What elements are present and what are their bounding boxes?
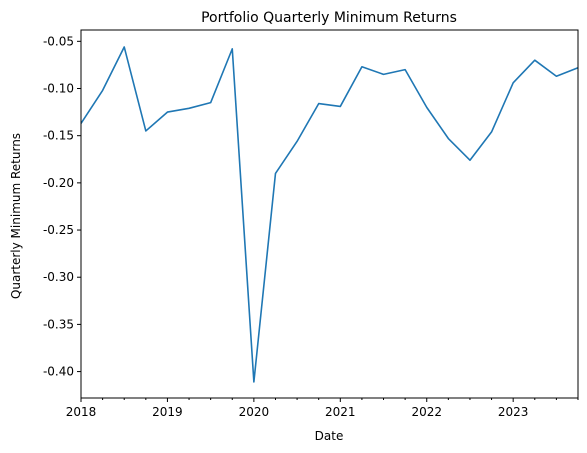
x-tick-label: 2018 [66,405,97,419]
y-tick-label: -0.35 [43,317,74,331]
y-tick-label: -0.40 [43,365,74,379]
series-line [80,46,579,383]
x-tick-label: 2021 [325,405,356,419]
y-tick-label: -0.30 [43,270,74,284]
y-tick-label: -0.10 [43,82,74,96]
series-line-layer [80,46,579,383]
plot-frame [80,29,579,399]
x-axis-label: Date [315,429,344,443]
y-axis: -0.40 -0.35 -0.30 -0.25 -0.20 -0.15 -0.10 -0.05 [43,34,81,379]
x-tick-label: 2019 [152,405,183,419]
chart-title: Portfolio Quarterly Minimum Returns [201,10,457,26]
y-axis-label: Quarterly Minimum Returns [9,133,23,299]
y-tick-label: -0.20 [43,176,74,190]
y-tick-label: -0.25 [43,223,74,237]
x-tick-label: 2020 [239,405,270,419]
x-tick-label: 2022 [411,405,442,419]
y-tick-label: -0.05 [43,34,74,48]
x-tick-label: 2023 [498,405,529,419]
x-axis: 2018 2019 2020 2021 2022 2023 [66,398,579,419]
y-tick-label: -0.15 [43,129,74,143]
